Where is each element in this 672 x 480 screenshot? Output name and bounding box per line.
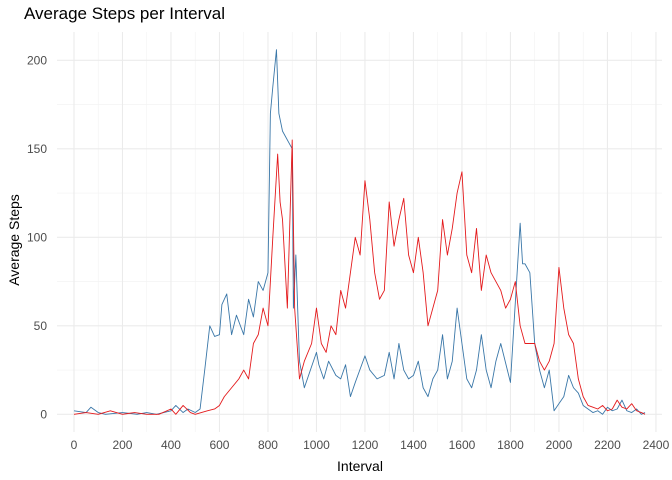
series-line-2 [73,139,646,415]
y-tick-label: 100 [27,230,47,244]
x-tick-label: 0 [71,438,78,452]
x-tick-label: 1600 [449,438,476,452]
x-tick-label: 800 [258,438,278,452]
x-tick-label: 400 [161,438,181,452]
grid-lines [57,32,662,432]
x-tick-label: 200 [112,438,132,452]
x-tick-label: 1000 [303,438,330,452]
series-lines [73,49,646,415]
x-tick-label: 600 [209,438,229,452]
y-axis-title: Average Steps [6,194,22,286]
x-tick-label: 2200 [594,438,621,452]
chart-title: Average Steps per Interval [24,4,225,23]
x-tick-label: 2000 [546,438,573,452]
x-tick-label: 1800 [497,438,524,452]
series-line-1 [73,49,646,415]
y-tick-label: 0 [40,407,47,421]
axis-labels: 0 200 400 600 800 1000 1200 1400 1600 1800 2000 220… [27,53,670,452]
x-tick-label: 1400 [400,438,427,452]
x-tick-label: 2400 [643,438,670,452]
y-tick-label: 150 [27,142,47,156]
x-axis-title: Interval [337,458,383,474]
y-tick-label: 200 [27,53,47,67]
x-tick-label: 1200 [352,438,379,452]
y-tick-label: 50 [34,319,48,333]
